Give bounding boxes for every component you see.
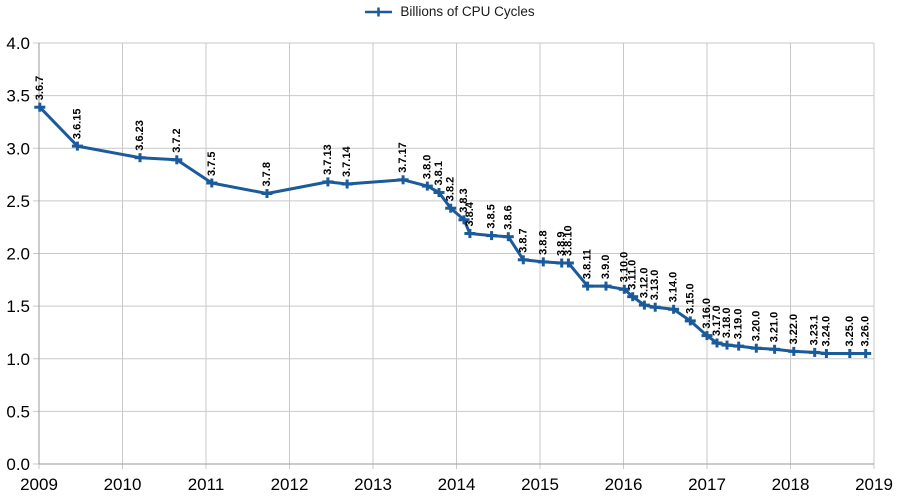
point-label-3.6.15: 3.6.15 bbox=[71, 109, 83, 140]
point-label-3.19.0: 3.19.0 bbox=[733, 309, 745, 340]
point-label-3.17.0: 3.17.0 bbox=[711, 305, 723, 336]
y-tick-label-2.5: 2.5 bbox=[6, 192, 30, 211]
point-label-3.8.10: 3.8.10 bbox=[562, 225, 574, 256]
y-tick-label-1.0: 1.0 bbox=[6, 350, 30, 369]
point-label-3.13.0: 3.13.0 bbox=[649, 270, 661, 301]
point-label-3.26.0: 3.26.0 bbox=[860, 316, 872, 347]
x-tick-label-2017: 2017 bbox=[688, 475, 726, 494]
x-tick-label-2018: 2018 bbox=[772, 475, 810, 494]
point-label-3.7.13: 3.7.13 bbox=[322, 144, 334, 175]
point-label-3.25.0: 3.25.0 bbox=[844, 316, 856, 347]
point-label-3.7.14: 3.7.14 bbox=[341, 146, 353, 177]
x-tick-label-2019: 2019 bbox=[855, 475, 893, 494]
point-label-3.8.3: 3.8.3 bbox=[458, 188, 470, 212]
x-tick-label-2014: 2014 bbox=[438, 475, 476, 494]
point-label-3.14.0: 3.14.0 bbox=[668, 272, 680, 303]
x-tick-label-2013: 2013 bbox=[354, 475, 392, 494]
y-tick-label-1.5: 1.5 bbox=[6, 297, 30, 316]
point-label-3.8.4: 3.8.4 bbox=[464, 201, 476, 226]
x-tick-label-2016: 2016 bbox=[605, 475, 643, 494]
point-label-3.18.0: 3.18.0 bbox=[721, 308, 733, 339]
legend-line-plus-marker-icon bbox=[365, 7, 393, 17]
point-label-3.8.1: 3.8.1 bbox=[433, 161, 445, 185]
point-label-3.12.0: 3.12.0 bbox=[638, 268, 650, 299]
y-tick-label-3.0: 3.0 bbox=[6, 139, 30, 158]
x-tick-label-2010: 2010 bbox=[104, 475, 142, 494]
y-tick-label-2.0: 2.0 bbox=[6, 245, 30, 264]
point-label-3.24.0: 3.24.0 bbox=[820, 316, 832, 347]
legend-label: Billions of CPU Cycles bbox=[400, 4, 535, 19]
point-label-3.6.7: 3.6.7 bbox=[34, 76, 46, 100]
point-label-3.7.8: 3.7.8 bbox=[261, 162, 273, 186]
point-label-3.8.2: 3.8.2 bbox=[445, 177, 457, 201]
point-label-3.6.23: 3.6.23 bbox=[134, 120, 146, 151]
point-label-3.8.6: 3.8.6 bbox=[502, 205, 514, 229]
point-label-3.7.17: 3.7.17 bbox=[397, 142, 409, 173]
x-tick-label-2015: 2015 bbox=[521, 475, 559, 494]
x-tick-label-2011: 2011 bbox=[188, 475, 225, 494]
point-label-3.7.5: 3.7.5 bbox=[206, 152, 218, 176]
point-label-3.8.0: 3.8.0 bbox=[421, 155, 433, 179]
point-label-3.9.0: 3.9.0 bbox=[600, 255, 612, 279]
point-label-3.8.8: 3.8.8 bbox=[537, 230, 549, 254]
y-tick-label-0.5: 0.5 bbox=[6, 402, 30, 421]
point-label-3.23.1: 3.23.1 bbox=[809, 315, 821, 346]
x-tick-label-2012: 2012 bbox=[271, 475, 309, 494]
y-tick-label-4.0: 4.0 bbox=[6, 34, 30, 53]
point-label-3.8.5: 3.8.5 bbox=[486, 204, 498, 228]
y-tick-label-0.0: 0.0 bbox=[6, 455, 30, 474]
point-label-3.8.11: 3.8.11 bbox=[582, 249, 594, 279]
point-label-3.10.0: 3.10.0 bbox=[618, 252, 630, 283]
point-label-3.20.0: 3.20.0 bbox=[750, 311, 762, 342]
point-label-3.21.0: 3.21.0 bbox=[769, 312, 781, 343]
point-label-3.15.0: 3.15.0 bbox=[684, 283, 696, 314]
x-tick-label-2009: 2009 bbox=[20, 475, 58, 494]
point-label-3.11.0: 3.11.0 bbox=[627, 260, 639, 290]
legend: Billions of CPU Cycles bbox=[0, 3, 899, 21]
point-label-3.7.2: 3.7.2 bbox=[171, 128, 183, 152]
point-label-3.22.0: 3.22.0 bbox=[788, 314, 800, 345]
point-label-3.8.9: 3.8.9 bbox=[556, 232, 568, 256]
point-label-3.16.0: 3.16.0 bbox=[701, 298, 713, 329]
y-tick-label-3.5: 3.5 bbox=[6, 87, 30, 106]
point-label-3.8.7: 3.8.7 bbox=[517, 228, 529, 252]
